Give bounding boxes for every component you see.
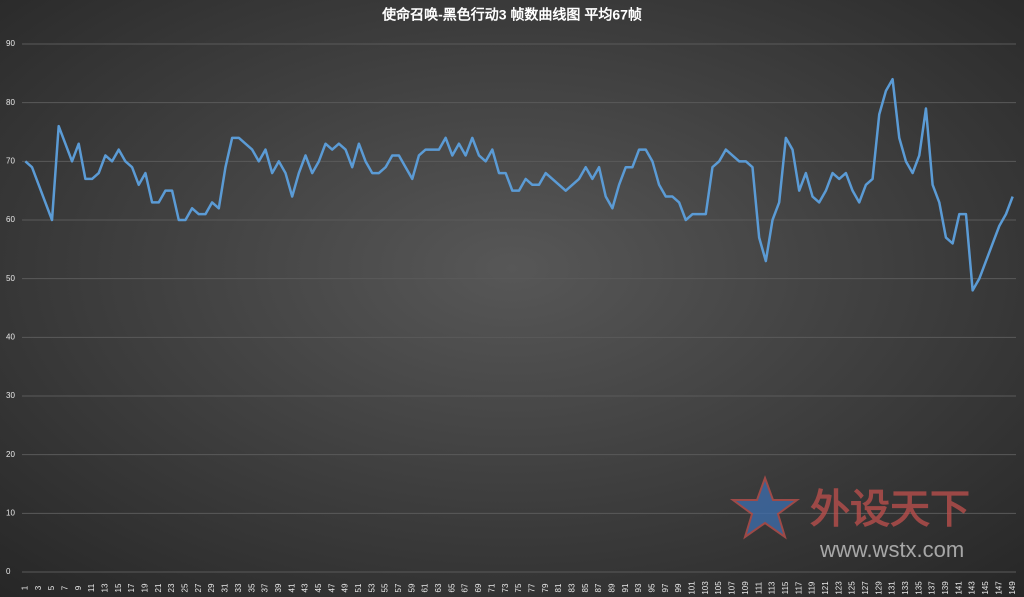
x-tick-label: 3 — [34, 585, 43, 590]
x-tick-label: 65 — [447, 583, 456, 592]
chart-title: 使命召唤-黑色行动3 帧数曲线图 平均67帧 — [381, 7, 642, 23]
watermark-url: www.wstx.com — [819, 537, 964, 562]
x-tick-label: 29 — [207, 583, 216, 592]
x-tick-label: 61 — [421, 583, 430, 592]
x-tick-label: 7 — [60, 585, 69, 590]
x-tick-label: 57 — [394, 583, 403, 592]
x-tick-label: 75 — [514, 583, 523, 592]
x-tick-label: 63 — [434, 583, 443, 592]
x-tick-label: 91 — [621, 583, 630, 592]
x-tick-label: 51 — [354, 583, 363, 592]
x-tick-label: 15 — [114, 583, 123, 592]
x-tick-label: 33 — [234, 583, 243, 592]
y-tick-label: 70 — [6, 156, 15, 165]
y-tick-label: 0 — [6, 567, 11, 576]
x-tick-label: 83 — [567, 583, 576, 592]
data-line — [24, 77, 1014, 292]
x-tick-label: 113 — [768, 581, 777, 594]
x-tick-label: 31 — [221, 583, 230, 592]
x-tick-label: 41 — [287, 583, 296, 592]
x-tick-label: 117 — [794, 581, 803, 594]
y-tick-label: 60 — [6, 215, 15, 224]
x-tick-label: 19 — [141, 583, 150, 592]
x-tick-label: 85 — [581, 583, 590, 592]
x-tick-label: 37 — [261, 583, 270, 592]
x-tick-label: 95 — [648, 583, 657, 592]
y-tick-label: 40 — [6, 332, 15, 341]
x-tick-label: 59 — [407, 583, 416, 592]
watermark-logo — [729, 475, 801, 540]
x-tick-label: 131 — [888, 581, 897, 595]
x-tick-label: 23 — [167, 583, 176, 592]
x-tick-label: 111 — [754, 581, 763, 594]
x-tick-label: 105 — [714, 581, 723, 595]
x-tick-label: 97 — [661, 583, 670, 592]
x-tick-label: 35 — [247, 583, 256, 592]
x-tick-label: 77 — [527, 583, 536, 592]
x-tick-label: 39 — [274, 583, 283, 592]
x-tick-label: 17 — [127, 583, 136, 592]
x-tick-label: 81 — [554, 583, 563, 592]
x-tick-label: 103 — [701, 581, 710, 595]
x-tick-label: 137 — [928, 581, 937, 595]
x-tick-label: 11 — [87, 583, 96, 592]
watermark: 外设天下 www.wstx.com — [729, 475, 970, 562]
x-tick-label: 149 — [1008, 581, 1017, 595]
x-tick-label: 25 — [181, 583, 190, 592]
x-tick-label: 87 — [594, 583, 603, 592]
x-tick-label: 79 — [541, 583, 550, 592]
x-tick-label: 109 — [741, 581, 750, 595]
x-tick-label: 43 — [301, 583, 310, 592]
x-tick-label: 99 — [674, 583, 683, 592]
x-tick-label: 89 — [608, 583, 617, 592]
x-tick-label: 13 — [100, 583, 109, 592]
x-tick-label: 73 — [501, 583, 510, 592]
x-tick-label: 139 — [941, 581, 950, 595]
y-tick-label: 30 — [6, 391, 15, 400]
y-tick-label: 50 — [6, 274, 15, 283]
x-tick-label: 143 — [968, 581, 977, 595]
x-tick-label: 55 — [381, 583, 390, 592]
x-tick-label: 21 — [154, 583, 163, 592]
y-tick-label: 80 — [6, 98, 15, 107]
x-tick-label: 133 — [901, 581, 910, 595]
x-tick-label: 135 — [914, 581, 923, 595]
x-tick-label: 53 — [367, 583, 376, 592]
x-tick-label: 119 — [808, 581, 817, 594]
x-tick-label: 9 — [74, 585, 83, 590]
x-tick-label: 125 — [848, 581, 857, 595]
y-tick-label: 20 — [6, 450, 15, 459]
x-tick-label: 147 — [994, 581, 1003, 595]
x-tick-label: 121 — [821, 581, 830, 595]
x-tick-label: 67 — [461, 583, 470, 592]
x-tick-label: 47 — [327, 583, 336, 592]
x-tick-label: 69 — [474, 583, 483, 592]
y-tick-label: 10 — [6, 508, 15, 517]
x-tick-label: 45 — [314, 583, 323, 592]
x-tick-label: 115 — [781, 581, 790, 594]
x-tick-label: 1 — [20, 585, 29, 590]
x-tick-label: 129 — [874, 581, 883, 595]
x-tick-label: 27 — [194, 583, 203, 592]
x-tick-label: 71 — [487, 583, 496, 592]
x-tick-label: 5 — [47, 585, 56, 590]
x-tick-label: 145 — [981, 581, 990, 595]
watermark-brand: 外设天下 — [810, 488, 970, 532]
x-tick-label: 127 — [861, 581, 870, 595]
x-tick-label: 141 — [954, 581, 963, 595]
x-tick-label: 93 — [634, 583, 643, 592]
x-tick-label: 123 — [834, 581, 843, 595]
y-tick-label: 90 — [6, 39, 15, 48]
x-tick-label: 49 — [341, 583, 350, 592]
x-tick-label: 107 — [728, 581, 737, 595]
x-tick-label: 101 — [688, 581, 697, 595]
